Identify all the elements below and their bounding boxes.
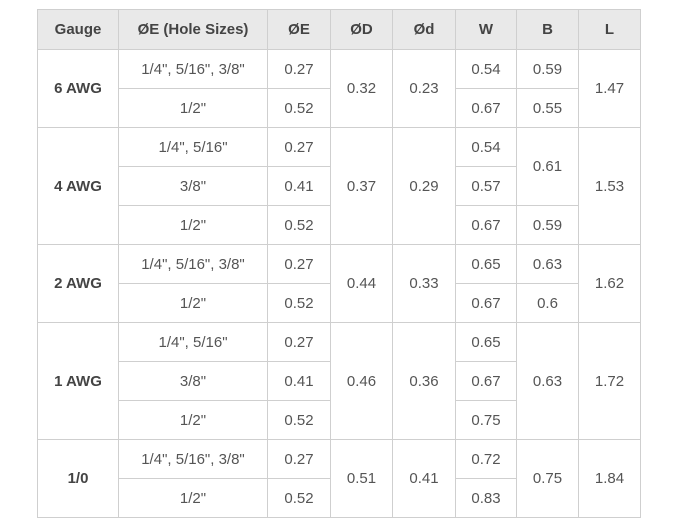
b-cell: 0.59 xyxy=(516,205,579,245)
hole-sizes-cell: 1/4", 5/16" xyxy=(118,127,268,167)
table-row: 1/0 1/4", 5/16", 3/8" 0.27 0.51 0.41 0.72 0.75… xyxy=(37,439,641,518)
w-cell: 0.67 xyxy=(455,88,517,128)
e-cell: 0.41 xyxy=(267,166,331,206)
header-e: ØE xyxy=(267,9,331,50)
hole-sizes-cell: 1/2" xyxy=(118,205,268,245)
gauge-cell: 6 AWG xyxy=(37,49,119,128)
header-b: B xyxy=(516,9,579,50)
e-cell: 0.27 xyxy=(267,322,331,362)
hole-sizes-cell: 3/8" xyxy=(118,361,268,401)
hole-sizes-cell: 1/4", 5/16", 3/8" xyxy=(118,439,268,479)
l-cell: 1.62 xyxy=(578,244,641,323)
w-cell: 0.67 xyxy=(455,361,517,401)
table-row: 3/8" 0.41 0.67 xyxy=(38,361,641,401)
w-cell: 0.54 xyxy=(455,49,517,89)
table-row: 1/2" 0.52 0.67 0.6 xyxy=(38,283,641,323)
table-body: 6 AWG 1/4", 5/16", 3/8" 0.27 0.32 0.23 0.54 0.… xyxy=(37,49,641,518)
hole-sizes-cell: 1/2" xyxy=(118,400,268,440)
hole-sizes-cell: 1/4", 5/16", 3/8" xyxy=(118,49,268,89)
w-cell: 0.54 xyxy=(455,127,517,167)
b-cell: 0.55 xyxy=(516,88,579,128)
b-cell: 0.61 xyxy=(516,127,579,206)
w-cell: 0.67 xyxy=(455,283,517,323)
hole-sizes-cell: 1/2" xyxy=(118,88,268,128)
table-row: 3/8" 0.41 0.57 xyxy=(38,166,641,206)
table-row: 1/2" 0.52 0.83 xyxy=(38,478,641,518)
w-cell: 0.72 xyxy=(455,439,517,479)
l-cell: 1.47 xyxy=(578,49,641,128)
d-upper-cell: 0.44 xyxy=(330,244,393,323)
header-hole-sizes: ØE (Hole Sizes) xyxy=(118,9,268,50)
e-cell: 0.27 xyxy=(267,127,331,167)
l-cell: 1.53 xyxy=(578,127,641,245)
hole-sizes-cell: 1/4", 5/16" xyxy=(118,322,268,362)
w-cell: 0.83 xyxy=(455,478,517,518)
header-row: Gauge ØE (Hole Sizes) ØE ØD Ød W B L xyxy=(37,9,641,50)
d-upper-cell: 0.51 xyxy=(330,439,393,518)
e-cell: 0.27 xyxy=(267,49,331,89)
b-cell: 0.75 xyxy=(516,439,579,518)
w-cell: 0.65 xyxy=(455,244,517,284)
header-gauge: Gauge xyxy=(37,9,119,50)
b-cell: 0.63 xyxy=(516,322,579,440)
e-cell: 0.27 xyxy=(267,244,331,284)
w-cell: 0.57 xyxy=(455,166,517,206)
b-cell: 0.59 xyxy=(516,49,579,89)
d-lower-cell: 0.36 xyxy=(392,322,456,440)
d-upper-cell: 0.37 xyxy=(330,127,393,245)
e-cell: 0.52 xyxy=(267,283,331,323)
table-row: 1 AWG 1/4", 5/16" 0.27 0.46 0.36 0.65 0.63 1.72 xyxy=(37,322,641,440)
table-row: 1/2" 0.52 0.67 0.55 xyxy=(38,88,641,128)
hole-sizes-cell: 1/2" xyxy=(118,478,268,518)
d-lower-cell: 0.23 xyxy=(392,49,456,128)
w-cell: 0.65 xyxy=(455,322,517,362)
w-cell: 0.67 xyxy=(455,205,517,245)
header-w: W xyxy=(455,9,517,50)
d-lower-cell: 0.29 xyxy=(392,127,456,245)
hole-sizes-cell: 1/4", 5/16", 3/8" xyxy=(118,244,268,284)
e-cell: 0.52 xyxy=(267,88,331,128)
table-header: Gauge ØE (Hole Sizes) ØE ØD Ød W B L xyxy=(37,9,641,50)
hole-sizes-cell: 3/8" xyxy=(118,166,268,206)
header-d-upper: ØD xyxy=(330,9,393,50)
lug-dimensions-table: Gauge ØE (Hole Sizes) ØE ØD Ød W B L 6 A… xyxy=(37,9,641,518)
e-cell: 0.27 xyxy=(267,439,331,479)
w-cell: 0.75 xyxy=(455,400,517,440)
gauge-cell: 4 AWG xyxy=(37,127,119,245)
table-row: 2 AWG 1/4", 5/16", 3/8" 0.27 0.44 0.33 0.65 0.… xyxy=(37,244,641,323)
gauge-cell: 2 AWG xyxy=(37,244,119,323)
d-upper-cell: 0.32 xyxy=(330,49,393,128)
header-d-lower: Ød xyxy=(392,9,456,50)
table-row: 6 AWG 1/4", 5/16", 3/8" 0.27 0.32 0.23 0.54 0.… xyxy=(37,49,641,128)
d-lower-cell: 0.33 xyxy=(392,244,456,323)
b-cell: 0.6 xyxy=(516,283,579,323)
table-row: 1/2" 0.52 0.75 xyxy=(38,400,641,440)
e-cell: 0.52 xyxy=(267,205,331,245)
d-upper-cell: 0.46 xyxy=(330,322,393,440)
table-row: 4 AWG 1/4", 5/16" 0.27 0.37 0.29 0.54 0.61 1.53 xyxy=(37,127,641,245)
e-cell: 0.52 xyxy=(267,400,331,440)
d-lower-cell: 0.41 xyxy=(392,439,456,518)
l-cell: 1.72 xyxy=(578,322,641,440)
table-row: 1/2" 0.52 0.67 0.59 xyxy=(38,205,641,245)
l-cell: 1.84 xyxy=(578,439,641,518)
b-cell: 0.63 xyxy=(516,244,579,284)
e-cell: 0.52 xyxy=(267,478,331,518)
gauge-cell: 1 AWG xyxy=(37,322,119,440)
hole-sizes-cell: 1/2" xyxy=(118,283,268,323)
e-cell: 0.41 xyxy=(267,361,331,401)
gauge-cell: 1/0 xyxy=(37,439,119,518)
header-l: L xyxy=(578,9,641,50)
